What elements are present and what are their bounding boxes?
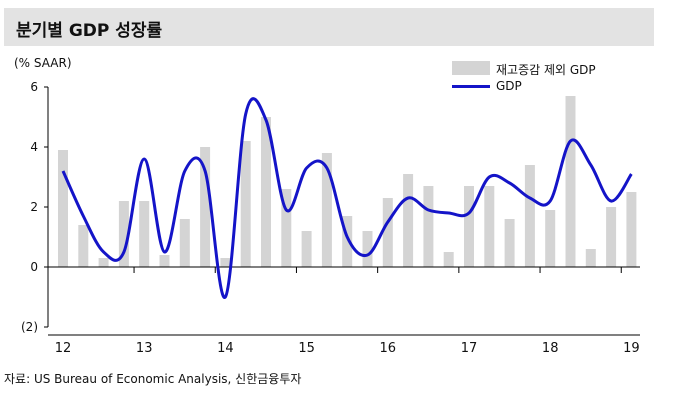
y-axis-label: (% SAAR) xyxy=(14,56,72,70)
legend-line-label: GDP xyxy=(496,79,522,93)
x-tick-label-1: 13 xyxy=(136,341,153,356)
bar-10 xyxy=(261,117,271,267)
y-tick-label-3: 0 xyxy=(30,260,38,274)
x-tick-label-2: 14 xyxy=(217,341,234,356)
bar-1 xyxy=(78,225,89,267)
bar-13 xyxy=(321,153,332,267)
bar-7 xyxy=(200,147,211,267)
x-tick-label-4: 16 xyxy=(380,341,397,356)
bar-9 xyxy=(240,141,251,267)
y-tick-label-4: (2) xyxy=(21,320,38,334)
bar-21 xyxy=(484,186,495,267)
bar-8 xyxy=(220,258,231,267)
bar-18 xyxy=(423,186,434,267)
legend-bar-label: 재고증감 제외 GDP xyxy=(496,63,596,77)
bar-27 xyxy=(606,207,617,267)
bar-2 xyxy=(98,258,109,267)
bar-14 xyxy=(342,216,353,267)
x-tick-label-5: 17 xyxy=(461,341,478,356)
legend-bar-swatch xyxy=(452,61,490,75)
y-tick-label-1: 4 xyxy=(30,140,38,154)
bar-17 xyxy=(403,174,414,267)
bar-26 xyxy=(585,249,596,267)
bar-28 xyxy=(626,192,637,267)
bar-6 xyxy=(179,219,190,267)
bar-3 xyxy=(118,201,129,267)
bar-23 xyxy=(524,165,535,267)
bar-16 xyxy=(382,198,393,267)
bar-19 xyxy=(443,252,454,267)
bar-5 xyxy=(159,255,170,267)
bar-11 xyxy=(281,189,292,267)
y-tick-label-0: 6 xyxy=(30,80,38,94)
bar-15 xyxy=(362,231,373,267)
legend-line-swatch xyxy=(452,85,490,88)
source-note: 자료: US Bureau of Economic Analysis, 신한금융… xyxy=(4,372,302,386)
bar-24 xyxy=(545,210,556,267)
bar-25 xyxy=(565,96,576,267)
bar-0 xyxy=(58,150,68,267)
gdp-chart: 6 4 2 0 (2) 12 13 14 15 16 17 18 19 xyxy=(21,80,640,356)
x-tick-label-3: 15 xyxy=(298,341,315,356)
bar-12 xyxy=(301,231,312,267)
bar-4 xyxy=(139,201,150,267)
x-tick-label-7: 19 xyxy=(623,341,640,356)
x-tick-label-6: 18 xyxy=(542,341,559,356)
x-tick-label-0: 12 xyxy=(55,341,72,356)
title-bar: 분기별 GDP 성장률 xyxy=(4,8,654,46)
page-title: 분기별 GDP 성장률 xyxy=(16,21,163,41)
bar-20 xyxy=(464,186,474,267)
y-tick-label-2: 2 xyxy=(30,200,38,214)
gdp-line xyxy=(61,97,633,299)
bar-22 xyxy=(504,219,515,267)
